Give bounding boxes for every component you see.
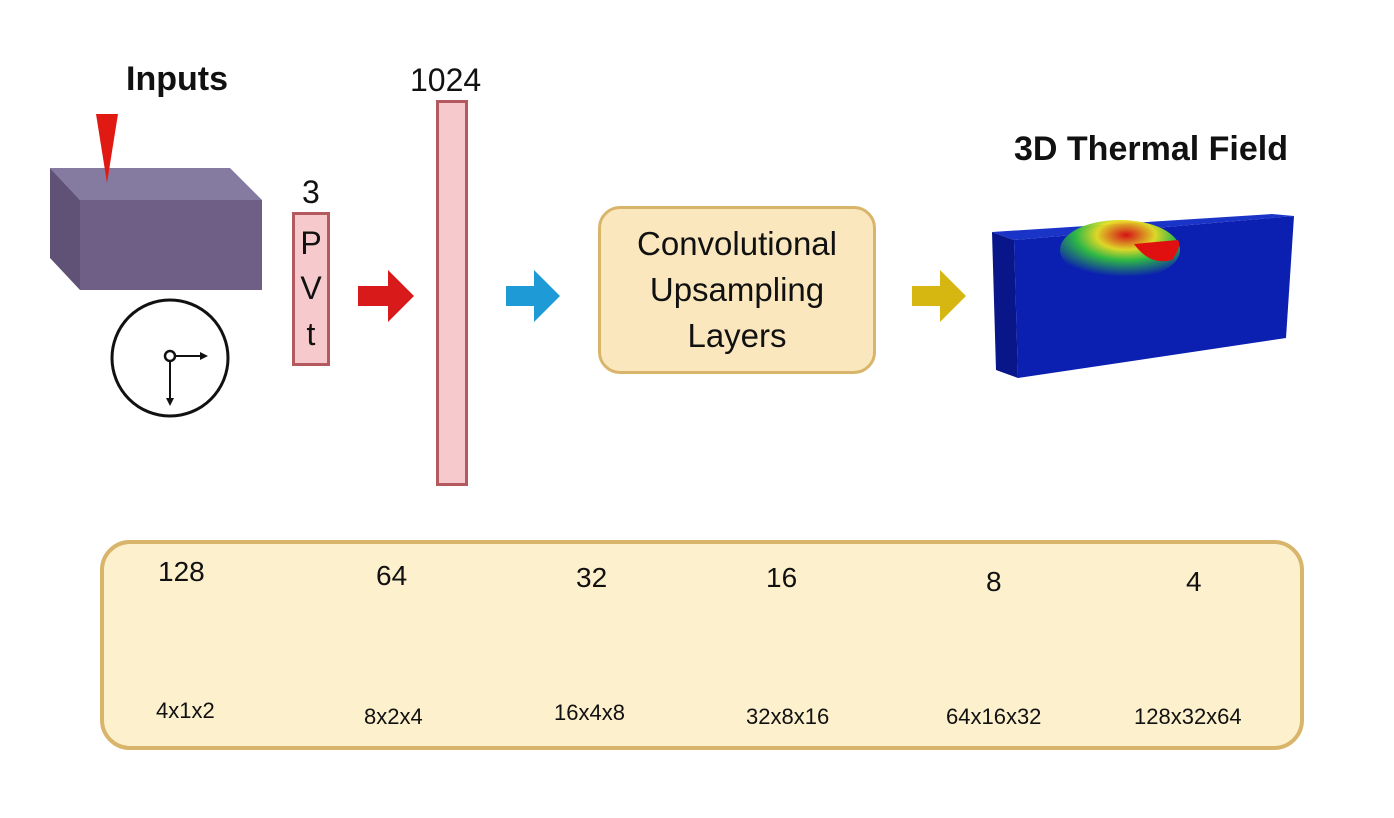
- stage-6-dims: 128x32x64: [1134, 704, 1242, 729]
- inputs-title: Inputs: [126, 60, 228, 98]
- arrow-blue-icon: [506, 270, 560, 322]
- input-label-velocity: V: [300, 270, 322, 307]
- scan-direction-icon: [110, 298, 230, 418]
- dense-layer: [436, 100, 468, 486]
- conv-upsampling-block: Convolutional Upsampling Layers: [598, 206, 876, 374]
- output-title: 3D Thermal Field: [1014, 130, 1288, 168]
- stage-6-channels: 4: [1186, 566, 1202, 597]
- arrow-yellow-icon: [912, 270, 966, 322]
- conv-line-1: Convolutional: [637, 225, 837, 262]
- stage-1-channels: 128: [158, 556, 205, 587]
- stage-3-channels: 32: [576, 562, 608, 593]
- input-count: 3: [302, 174, 320, 210]
- upsampling-detail-panel: [100, 540, 1304, 750]
- stage-5-dims: 64x16x32: [946, 704, 1042, 729]
- stage-4-channels: 16: [766, 562, 798, 593]
- conv-line-2: Upsampling: [649, 271, 825, 308]
- input-label-power: P: [300, 225, 322, 262]
- input-label-time: t: [306, 315, 316, 352]
- conv-line-3: Layers: [687, 317, 787, 354]
- laser-icon: [96, 114, 118, 183]
- arrow-red-icon: [358, 270, 414, 322]
- stage-3-dims: 16x4x8: [554, 700, 625, 725]
- stage-2-channels: 64: [376, 560, 408, 591]
- dense-size: 1024: [410, 62, 482, 98]
- workpiece-block: [50, 168, 262, 290]
- stage-1-dims: 4x1x2: [156, 698, 215, 723]
- stage-2-dims: 8x2x4: [364, 704, 423, 729]
- thermal-field-image: [992, 214, 1294, 378]
- input-vector: P V t: [292, 212, 330, 366]
- stage-5-channels: 8: [986, 566, 1002, 597]
- stage-4-dims: 32x8x16: [746, 704, 830, 729]
